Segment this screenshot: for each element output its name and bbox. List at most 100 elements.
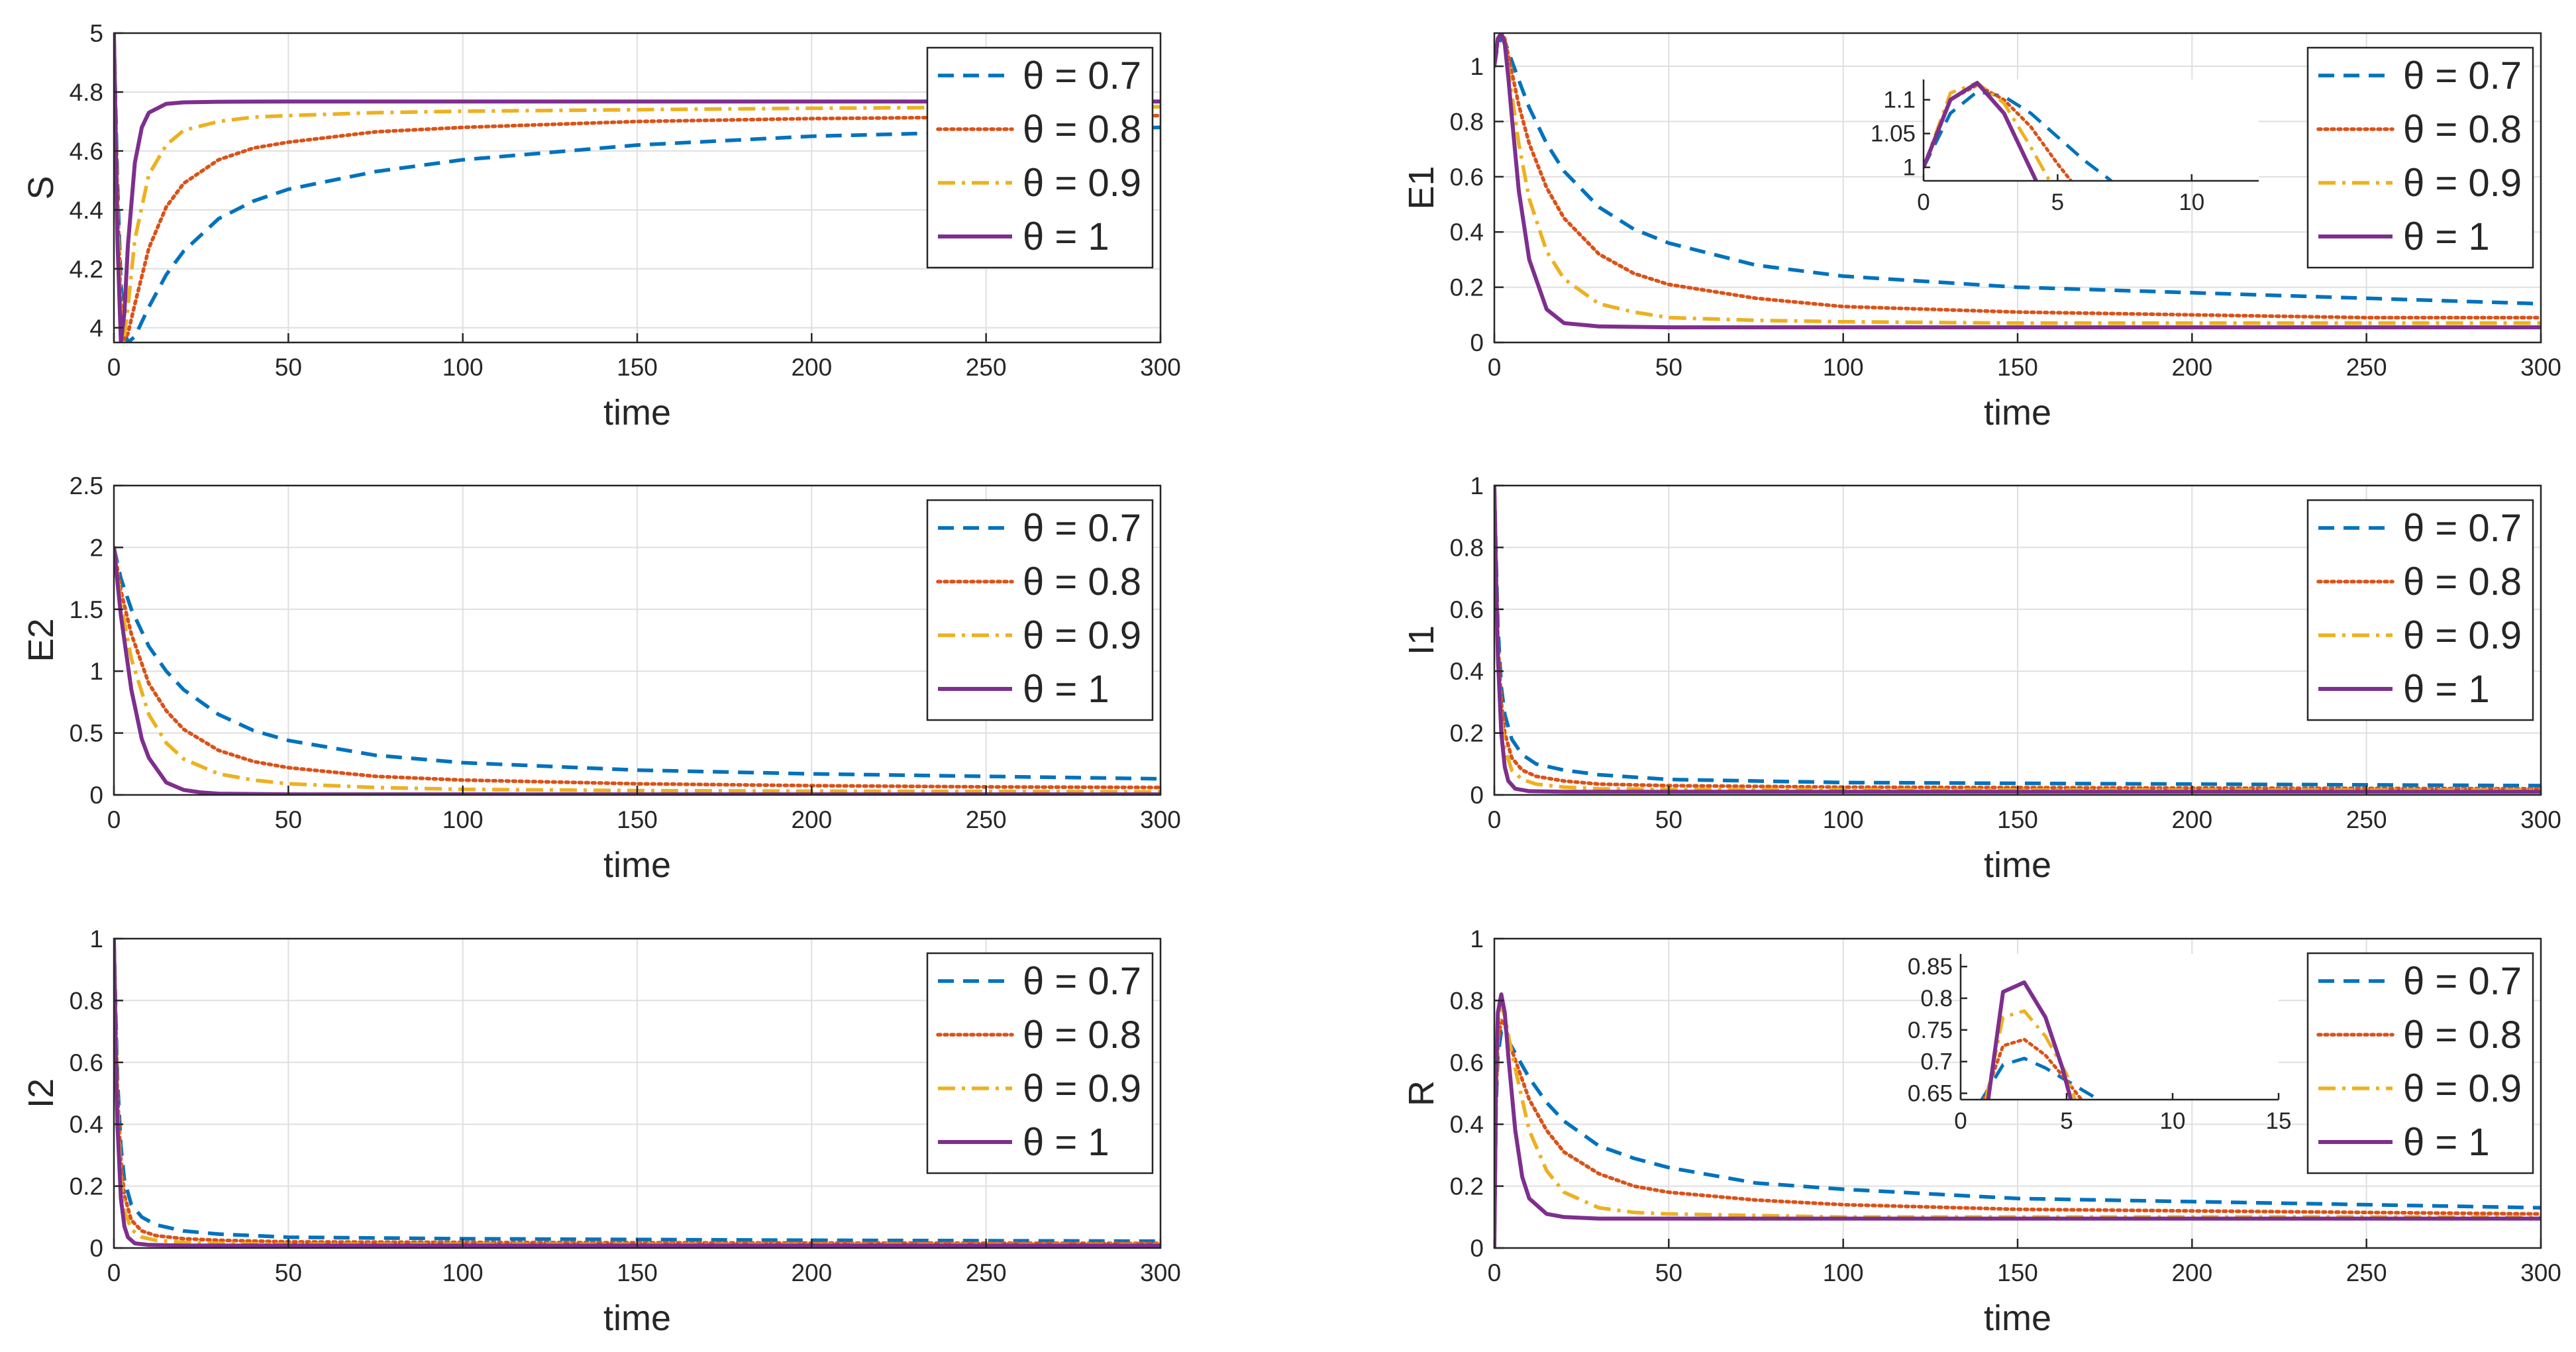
x-tick-label: 300 <box>2520 354 2561 381</box>
y-tick-label: 0.8 <box>1450 987 1484 1014</box>
legend: θ = 0.7 θ = 0.8 θ = 0.9 θ = 1 <box>2306 499 2534 721</box>
inset-series-line-2 <box>1982 1037 2083 1100</box>
legend-box <box>926 46 1154 269</box>
inset-axes: 0 5 10 15 0.65 0.7 0.75 0.8 0.85 <box>1908 954 2291 1134</box>
y-tick-label: 0 <box>1470 329 1484 356</box>
x-tick-label: 0 <box>1488 354 1502 381</box>
y-tick-label: 0.6 <box>1450 596 1484 623</box>
series-line-4 <box>114 33 1160 342</box>
x-tick-label: 150 <box>1997 354 2038 381</box>
x-tick-label: 150 <box>1997 806 2038 833</box>
series-line-1 <box>1494 486 2541 788</box>
series-line-4 <box>114 939 1160 1248</box>
legend-label: θ = 0.7 <box>1023 54 1141 97</box>
legend-label: θ = 0.9 <box>1023 1067 1141 1110</box>
legend-label: θ = 1 <box>1023 1121 1109 1164</box>
x-tick-label: 50 <box>1655 806 1682 833</box>
inset-y-tick-label: 1 <box>1903 155 1916 181</box>
inset-y-tick-label: 0.7 <box>1920 1049 1953 1075</box>
x-tick-label: 100 <box>1823 806 1864 833</box>
inset-axes: 0 5 10 1 1.05 1.1 <box>1871 79 2259 215</box>
y-tick-label: 0 <box>1470 782 1484 809</box>
y-tick-label: 0.4 <box>1450 658 1484 685</box>
inset-series-line-3 <box>1984 1009 2077 1100</box>
legend-label: θ = 1 <box>2403 215 2490 258</box>
x-tick-label: 100 <box>1823 1259 1864 1286</box>
legend-label: θ = 0.7 <box>2403 54 2522 97</box>
y-tick-label: 1 <box>89 658 103 685</box>
x-tick-label: 300 <box>1140 806 1181 833</box>
inset-y-tick-label: 0.8 <box>1920 986 1953 1012</box>
legend: θ = 0.7 θ = 0.8 θ = 0.9 θ = 1 <box>926 499 1154 721</box>
y-axis-label: R <box>1402 1080 1441 1106</box>
x-axis-label: time <box>1984 1298 2051 1338</box>
legend-label: θ = 0.9 <box>1023 162 1141 205</box>
legend: θ = 0.7 θ = 0.8 θ = 0.9 θ = 1 <box>2306 46 2534 269</box>
legend-label: θ = 1 <box>2403 668 2490 711</box>
y-tick-label: 4.8 <box>70 79 103 106</box>
x-tick-label: 100 <box>442 354 484 381</box>
x-axis-label: time <box>603 845 671 885</box>
inset-series-line-4 <box>1924 81 2038 181</box>
y-tick-label: 0.6 <box>1450 164 1484 191</box>
y-tick-label: 0 <box>1470 1235 1484 1262</box>
inset-x-tick-label: 10 <box>2160 1108 2186 1134</box>
legend-label: θ = 0.8 <box>1023 560 1141 603</box>
y-axis-label: E1 <box>1402 166 1441 209</box>
x-tick-label: 100 <box>1823 354 1864 381</box>
y-tick-label: 0.4 <box>70 1111 103 1138</box>
x-tick-label: 0 <box>1488 806 1502 833</box>
series-line-2 <box>114 545 1160 790</box>
subplot-s: 0 50 100 150 200 250 300 4 4.2 4.4 4.6 4.8 5 time Sθ =… <box>21 20 1181 433</box>
y-tick-label: 4.4 <box>70 197 103 224</box>
legend-label: θ = 1 <box>2403 1121 2490 1164</box>
legend-box <box>2306 499 2534 721</box>
series-line-3 <box>114 547 1160 794</box>
y-tick-label: 2.5 <box>70 472 103 499</box>
inset-y-tick-label: 0.85 <box>1908 954 1953 980</box>
x-axis-label: time <box>1984 393 2051 433</box>
y-tick-label: 0.2 <box>1450 1173 1484 1200</box>
legend-label: θ = 0.7 <box>1023 960 1141 1003</box>
inset-y-tick-label: 1.05 <box>1871 121 1916 147</box>
x-tick-label: 300 <box>1140 354 1181 381</box>
legend-box <box>926 499 1154 721</box>
legend-label: θ = 0.9 <box>1023 614 1141 657</box>
legend-label: θ = 1 <box>1023 215 1109 258</box>
y-tick-label: 4.2 <box>70 256 103 283</box>
x-tick-label: 250 <box>966 806 1007 833</box>
y-tick-label: 0.4 <box>1450 1111 1484 1138</box>
y-tick-label: 1 <box>1470 925 1484 953</box>
legend-label: θ = 1 <box>1023 668 1109 711</box>
y-tick-label: 0 <box>89 782 103 809</box>
series-line-4 <box>1494 33 2541 330</box>
x-tick-label: 300 <box>1140 1259 1181 1286</box>
legend-label: θ = 0.8 <box>2403 560 2522 603</box>
x-tick-label: 250 <box>2346 1259 2387 1286</box>
y-tick-label: 1 <box>1470 472 1484 499</box>
inset-y-tick-label: 1.1 <box>1883 87 1916 113</box>
x-tick-label: 200 <box>791 1259 832 1286</box>
x-tick-label: 250 <box>2346 354 2387 381</box>
legend-label: θ = 0.8 <box>1023 108 1141 151</box>
x-tick-label: 50 <box>275 806 302 833</box>
y-tick-label: 0.8 <box>1450 534 1484 561</box>
series-line-1 <box>114 546 1160 781</box>
x-tick-label: 150 <box>617 354 658 381</box>
inset-background <box>1961 954 2279 1100</box>
legend-label: θ = 0.8 <box>2403 108 2522 151</box>
legend: θ = 0.7 θ = 0.8 θ = 0.9 θ = 1 <box>926 46 1154 269</box>
x-tick-label: 250 <box>966 1259 1007 1286</box>
series-line-4 <box>1494 992 2541 1248</box>
legend-label: θ = 0.7 <box>2403 507 2522 550</box>
y-tick-label: 0.8 <box>1450 108 1484 135</box>
x-tick-label: 50 <box>1655 1259 1682 1286</box>
x-tick-label: 100 <box>442 806 484 833</box>
series-line-4 <box>1494 486 2541 794</box>
y-tick-label: 4 <box>89 315 103 342</box>
legend: θ = 0.7 θ = 0.8 θ = 0.9 θ = 1 <box>926 952 1154 1174</box>
series-line-2 <box>1494 1017 2541 1248</box>
inset-x-tick-label: 0 <box>1917 189 1930 215</box>
y-tick-label: 1 <box>89 925 103 953</box>
